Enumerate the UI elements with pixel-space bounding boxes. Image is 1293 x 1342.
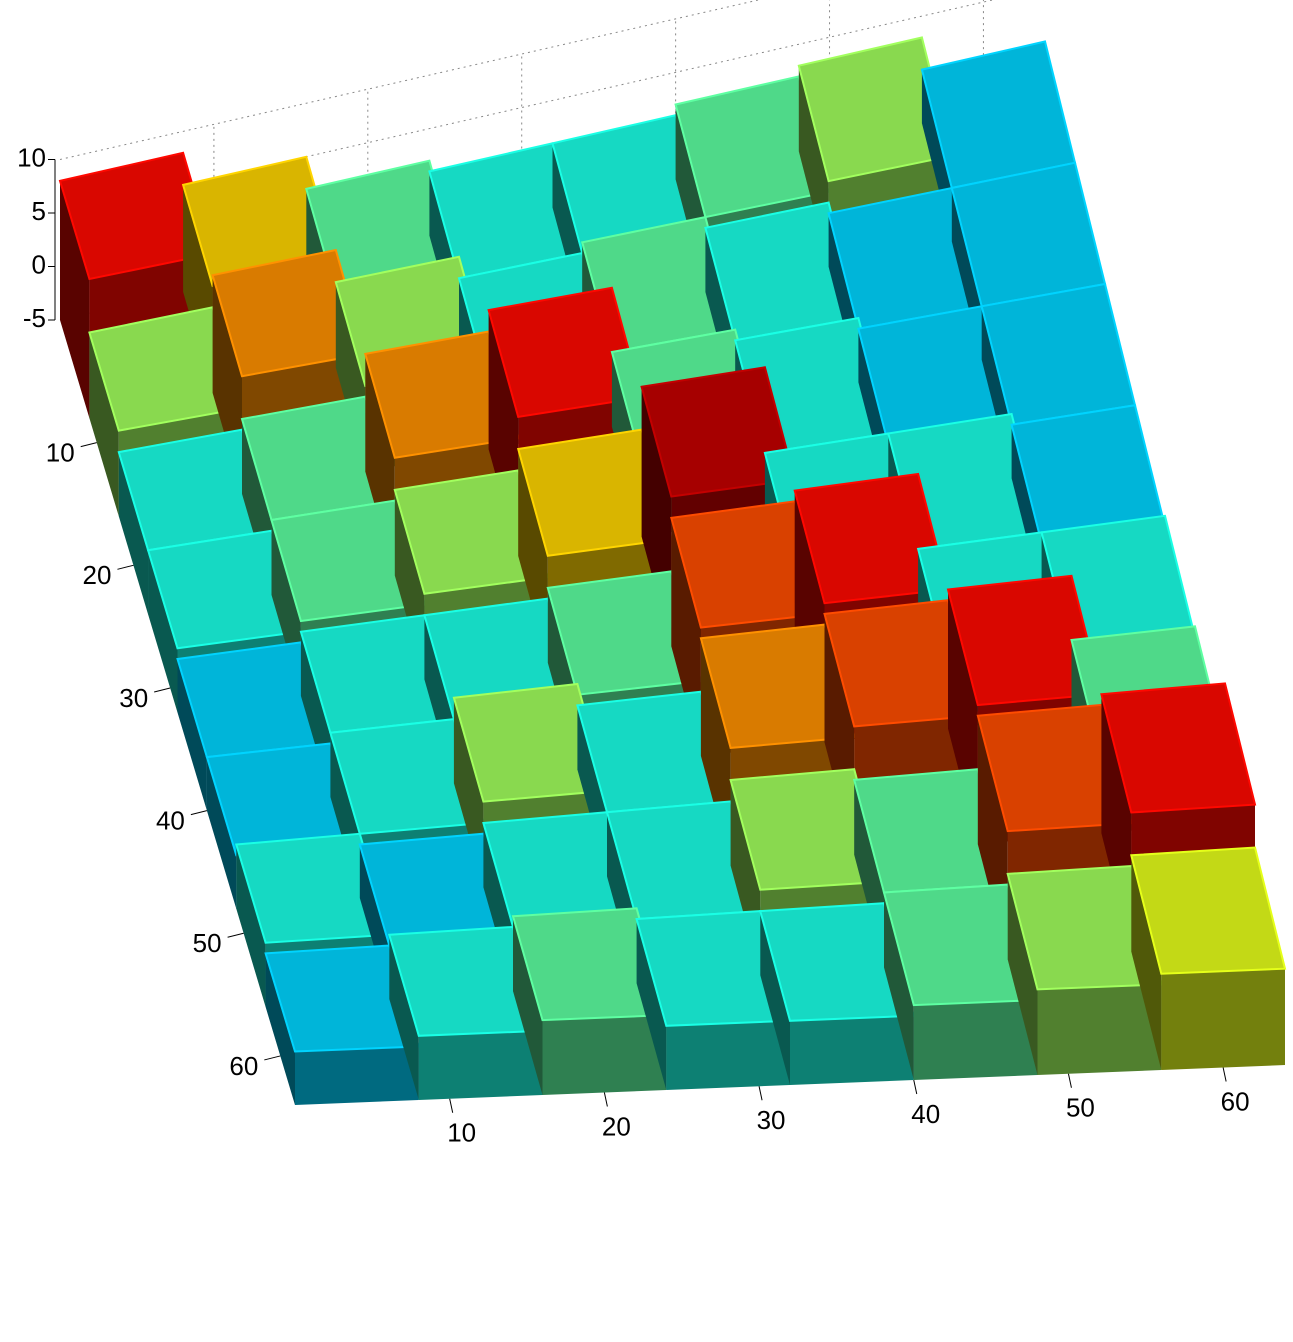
surface-front	[543, 1015, 667, 1095]
x-tick-label: 20	[602, 1111, 631, 1141]
x-tick-label: 10	[447, 1118, 476, 1148]
y-tick	[81, 443, 97, 447]
y-tick-label: 20	[83, 560, 112, 590]
x-tick	[604, 1093, 607, 1107]
y-tick	[264, 1056, 280, 1060]
y-tick-label: 10	[46, 438, 75, 468]
x-tick	[1223, 1068, 1226, 1082]
z-tick-label: 0	[32, 249, 46, 279]
x-tick-label: 30	[757, 1105, 786, 1135]
surface-front	[790, 1016, 914, 1085]
surface-front	[666, 1021, 790, 1090]
surface-front	[1038, 984, 1162, 1075]
y-tick-label: 60	[229, 1051, 258, 1081]
surface-front	[1161, 969, 1285, 1070]
z-tick-label: 5	[32, 196, 46, 226]
x-tick	[1068, 1074, 1071, 1088]
y-tick	[191, 811, 207, 815]
z-tick-label: 10	[17, 142, 46, 172]
surface-front	[914, 1000, 1038, 1080]
x-tick	[450, 1099, 453, 1113]
x-tick-label: 50	[1066, 1093, 1095, 1123]
y-tick	[228, 933, 244, 937]
y-tick-label: 40	[156, 806, 185, 836]
x-tick	[914, 1080, 917, 1094]
y-tick-label: 30	[119, 683, 148, 713]
surface-front	[419, 1031, 543, 1100]
y-tick-label: 50	[193, 928, 222, 958]
y-tick	[154, 688, 170, 692]
x-tick-label: 40	[911, 1099, 940, 1129]
surface-front	[295, 1047, 419, 1106]
z-tick-label: -5	[23, 303, 46, 333]
x-tick	[759, 1086, 762, 1100]
chart: -5 0 5 10 10 20 30 40 50 60 10 20 30 40 50 60	[0, 0, 1293, 1342]
y-tick	[117, 565, 133, 569]
x-tick-label: 60	[1221, 1086, 1250, 1116]
